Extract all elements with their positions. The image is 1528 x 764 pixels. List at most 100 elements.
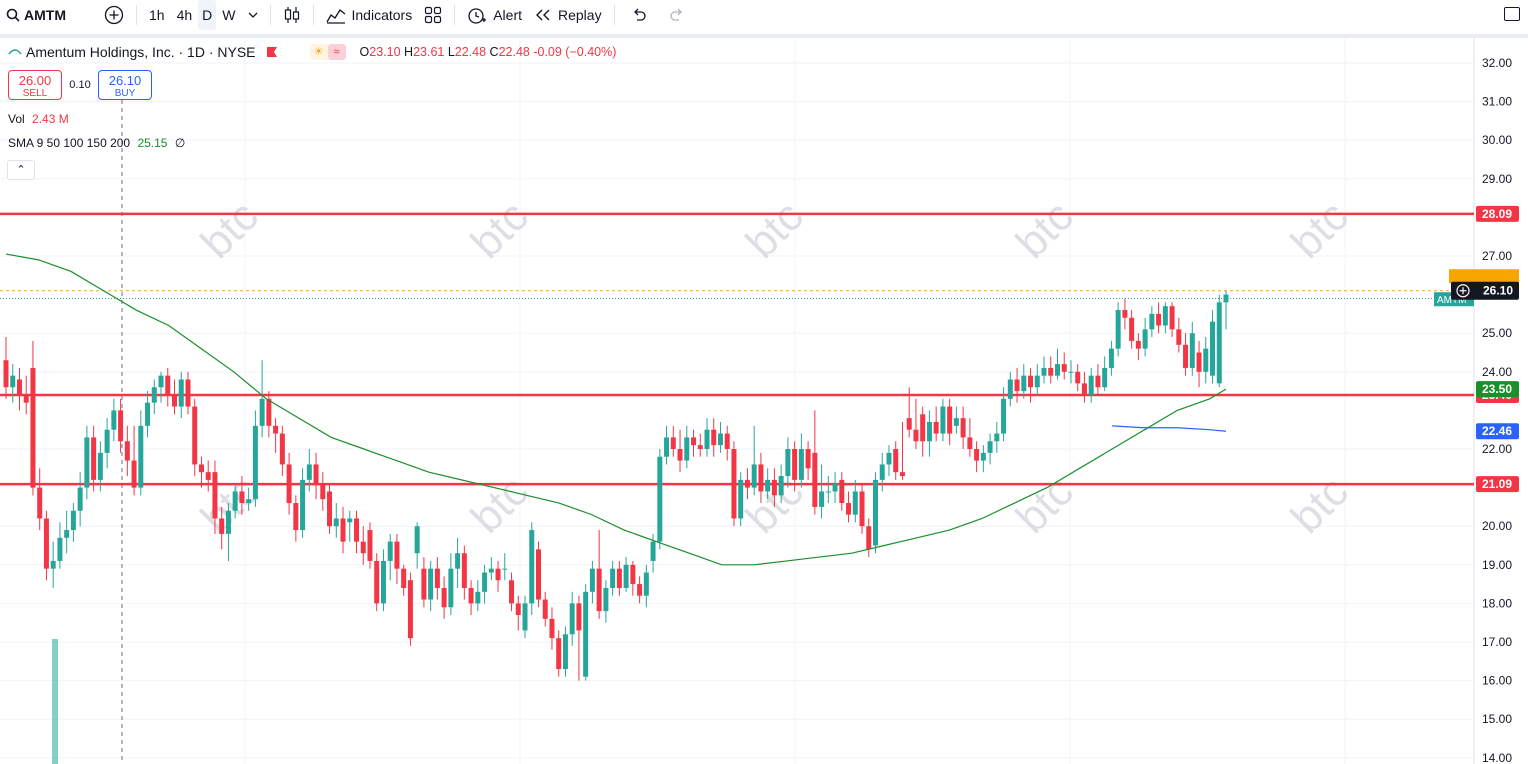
collapse-legend-button[interactable]: ⌃ [7, 160, 35, 180]
candle-body [879, 464, 885, 480]
y-tick-label: 31.00 [1482, 95, 1512, 109]
interval-1h[interactable]: 1h [149, 7, 165, 23]
candle-body [118, 410, 124, 442]
candle-body [529, 530, 535, 604]
layouts-button[interactable] [418, 0, 448, 30]
candle-body [677, 449, 683, 461]
interval-dropdown[interactable] [242, 0, 264, 30]
y-tick-label: 29.00 [1482, 172, 1512, 186]
replay-icon [536, 9, 550, 21]
redo-button[interactable] [663, 0, 691, 30]
candle-body [691, 437, 697, 446]
candle-body [225, 510, 231, 534]
candle-body [1048, 367, 1054, 376]
ma-price-label-bg [1476, 381, 1519, 398]
candle-body [374, 560, 380, 604]
candle-body [1162, 306, 1168, 326]
flag-icon[interactable] [266, 46, 278, 58]
candle-body [798, 449, 804, 480]
candle-body [873, 479, 879, 546]
candle-body [515, 603, 521, 615]
y-tick-label: 15.00 [1482, 712, 1512, 726]
symbol-search[interactable]: AMTM [0, 0, 72, 30]
interval-w[interactable]: W [222, 7, 236, 23]
candle-body [293, 503, 299, 531]
candle-body [535, 549, 541, 600]
interval-d[interactable]: D [198, 0, 217, 30]
y-tick-label: 22.00 [1482, 442, 1512, 456]
toolbar-divider [312, 5, 314, 25]
candle-body [974, 449, 980, 461]
sell-button[interactable]: 26.00 SELL [8, 70, 62, 100]
alert-button[interactable]: Alert [461, 0, 528, 30]
candle-body [920, 414, 926, 442]
level-price-label: 21.09 [1482, 477, 1512, 491]
low-value: 22.48 [454, 45, 487, 59]
candle-body [1156, 313, 1162, 326]
candle-body [792, 449, 798, 480]
candle-body [57, 537, 63, 561]
candle-body [711, 429, 717, 446]
blue-price-label: 22.46 [1482, 424, 1512, 438]
eye-icon [8, 49, 22, 55]
candle-body [192, 406, 198, 465]
candle-body [104, 429, 110, 453]
candle-body [131, 460, 137, 488]
candle-body [340, 518, 346, 542]
add-alert-icon[interactable] [1456, 284, 1470, 298]
candle-body [502, 568, 508, 570]
candle-body [731, 449, 737, 519]
buy-button[interactable]: 26.10 BUY [98, 70, 152, 100]
undo-button[interactable] [625, 0, 653, 30]
indicators-button[interactable]: Indicators [320, 0, 419, 30]
candle-body [461, 553, 467, 588]
redo-icon [669, 8, 682, 21]
change-value: -0.09 (−0.40%) [533, 45, 617, 59]
compare-button[interactable] [98, 0, 130, 30]
replay-label: Replay [558, 7, 602, 23]
candle-body [70, 510, 76, 531]
sell-label: SELL [22, 88, 48, 99]
candle-body [394, 541, 400, 569]
ask-price-bg [1449, 269, 1519, 284]
chevron-up-icon: ⌃ [16, 164, 26, 176]
candle-body [953, 418, 959, 426]
candle-body [765, 479, 771, 492]
top-toolbar: AMTM 1h 4h D W Indicators Alert Replay [0, 0, 1528, 30]
interval-4h[interactable]: 4h [176, 7, 193, 23]
candle-body [1088, 375, 1094, 395]
candle-body [421, 568, 427, 600]
candle-body [670, 437, 676, 449]
candle-body [252, 425, 258, 500]
candle-body [987, 441, 993, 453]
candle-body [650, 541, 656, 561]
candle-body [84, 437, 90, 488]
candle-body [43, 518, 49, 569]
level-price-label-bg [1476, 205, 1519, 222]
candle-body [522, 603, 528, 631]
y-tick-label: 27.00 [1482, 249, 1512, 263]
ma-price-label: 23.50 [1482, 382, 1512, 396]
fullscreen-icon[interactable] [1504, 7, 1520, 21]
sma-legend[interactable]: SMA 9 50 100 150 200 25.15 ∅ [8, 136, 185, 150]
candle-body [933, 421, 939, 434]
candle-body [616, 568, 622, 588]
candle-body [286, 464, 292, 504]
watermark-text: btc [462, 467, 538, 543]
toolbar-divider [269, 5, 271, 25]
blue-price-label-bg [1476, 423, 1519, 440]
volume-legend[interactable]: Vol 2.43 M [8, 112, 69, 126]
candle-body [185, 379, 191, 407]
candle-body [401, 568, 407, 588]
y-tick-label: 32.00 [1482, 56, 1512, 70]
symbol-label: AMTM [24, 7, 66, 23]
market-status[interactable]: ☀ ≈ [309, 44, 346, 60]
y-tick-label: 30.00 [1482, 133, 1512, 147]
candle-body [926, 421, 932, 442]
candle-body [684, 437, 690, 461]
candle-body [1115, 310, 1121, 349]
chart-type-button[interactable] [277, 0, 307, 30]
candle-body [367, 530, 373, 561]
replay-button[interactable]: Replay [528, 0, 608, 30]
